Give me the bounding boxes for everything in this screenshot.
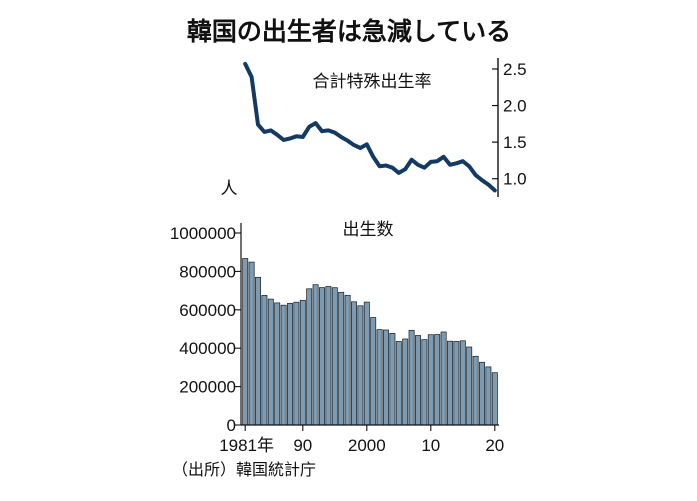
source-note: （出所）韓国統計庁 — [172, 460, 316, 479]
births-bar — [395, 341, 402, 426]
fertility-y-tick-label: 1.0 — [503, 170, 527, 189]
births-y-tick-label: 0 — [227, 416, 236, 435]
births-bar — [479, 361, 485, 426]
births-bar — [383, 329, 389, 426]
births-bar — [408, 329, 415, 426]
births-x-tick-label: 1981年 — [219, 436, 274, 455]
births-x-tick-label: 90 — [293, 436, 312, 455]
births-bar — [331, 287, 338, 426]
births-bar — [421, 339, 428, 426]
births-y-tick-label: 800000 — [179, 262, 236, 281]
births-y-tick-label: 200000 — [179, 378, 236, 397]
births-bar — [312, 284, 319, 426]
births-bar — [338, 291, 345, 426]
births-y-tick-label: 1000000 — [170, 224, 236, 243]
births-bar — [370, 317, 377, 426]
births-x-tick-label: 20 — [485, 436, 504, 455]
births-bar — [363, 301, 370, 426]
births-bar — [274, 302, 281, 426]
births-bar — [242, 258, 249, 426]
births-bar — [287, 303, 293, 426]
births-chart: 人 出生数 1000000 800000 600000 400000 200000 0 1… — [170, 179, 504, 455]
fertility-rate-line — [243, 61, 497, 193]
births-bar — [255, 276, 261, 426]
births-bar — [248, 261, 255, 426]
births-y-tick-label: 400000 — [179, 339, 236, 358]
births-bar — [261, 295, 268, 426]
births-bar — [485, 366, 492, 426]
births-bar — [280, 304, 287, 426]
births-y-tick-label: 600000 — [179, 301, 236, 320]
births-bar — [427, 334, 434, 426]
births-bar — [447, 340, 453, 426]
births-label: 出生数 — [343, 220, 394, 240]
births-bar — [434, 334, 441, 426]
births-bar — [459, 340, 466, 426]
births-bar — [319, 287, 325, 426]
births-bar — [299, 299, 306, 426]
births-bar — [344, 294, 351, 426]
births-bar — [453, 341, 460, 426]
fertility-y-tick-label: 2.0 — [503, 97, 527, 116]
fertility-rate-label: 合計特殊出生率 — [313, 72, 432, 92]
chart-title: 韓国の出生者は急減している — [187, 17, 511, 46]
births-bar — [472, 355, 479, 426]
fertility-y-tick-label: 2.5 — [503, 60, 527, 79]
births-bar — [293, 301, 300, 426]
births-bar — [357, 305, 364, 426]
births-bar — [491, 372, 498, 426]
fertility-rate-chart: 合計特殊出生率 2.5 2.0 1.5 1.0 — [243, 58, 527, 197]
births-bar — [402, 338, 409, 426]
births-x-tick-label: 2000 — [348, 436, 386, 455]
births-unit-label: 人 — [221, 179, 238, 199]
births-bar — [267, 298, 274, 426]
births-x-tick-label: 10 — [421, 436, 440, 455]
births-bar — [440, 331, 447, 426]
births-bar — [376, 329, 383, 426]
births-bar — [415, 335, 421, 426]
births-bar — [389, 333, 396, 426]
births-bar — [325, 286, 332, 426]
births-bar — [306, 288, 313, 426]
births-bar — [466, 346, 473, 426]
births-bar — [351, 301, 357, 426]
fertility-y-tick-label: 1.5 — [503, 133, 527, 152]
